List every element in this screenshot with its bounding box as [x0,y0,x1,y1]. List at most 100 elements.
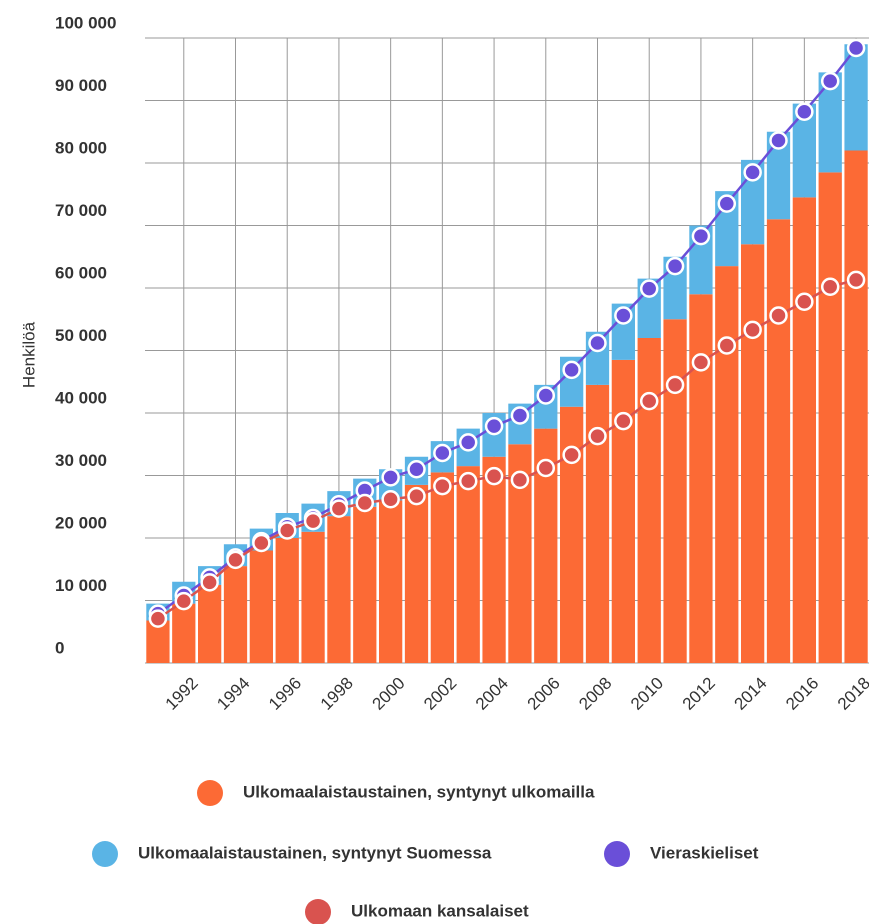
point [484,466,504,486]
point [226,550,245,570]
point [458,433,478,452]
point [433,443,452,463]
point [381,490,400,509]
point [639,391,659,411]
point [665,256,685,276]
point [484,416,504,436]
bar [637,338,661,663]
point [743,163,762,182]
x-tick-label: 1998 [317,674,357,714]
bar [482,456,506,663]
bar [327,516,351,663]
point [355,493,375,513]
bar [741,244,765,663]
y-tick-label: 30 000 [55,451,107,470]
bar [223,566,248,663]
x-tick-label: 2016 [782,674,822,714]
bar [689,294,713,663]
bar [353,506,377,663]
legend-label: Vieraskieliset [650,843,759,862]
x-tick-label: 1992 [162,674,202,714]
bar [818,72,842,173]
plot [145,37,869,664]
x-tick-label: 2018 [834,674,869,714]
point [639,279,659,298]
x-tick-label: 2006 [524,674,564,714]
point [769,306,788,325]
point [174,591,194,611]
point [536,458,556,478]
point [458,471,478,491]
bar [663,319,687,663]
x-tick-label: 2012 [679,674,719,714]
bar [146,620,170,663]
point [717,194,737,213]
point [588,333,607,353]
point [303,511,323,531]
y-tick-label: 60 000 [55,263,107,282]
bar [585,384,610,663]
point [510,406,530,425]
point [433,476,452,496]
bar [818,172,842,663]
point [200,573,219,592]
x-tick-label: 2014 [730,674,770,714]
x-tick-label: 2000 [368,674,408,714]
y-tick-label: 10 000 [55,576,107,595]
bar [844,44,868,151]
bar [611,359,635,663]
bar [508,444,532,663]
bar [456,466,480,663]
point [252,533,271,553]
bar [766,219,791,663]
point [665,375,685,395]
point [769,131,788,150]
bar [275,538,299,663]
bar [301,531,325,663]
y-axis-label: Henkilöä [19,321,38,388]
bar [792,197,816,663]
point [536,386,556,405]
point [820,277,840,296]
point [717,336,737,355]
point [691,226,711,246]
point [329,499,349,518]
line [157,278,857,620]
bar [198,584,222,663]
y-tick-label: 40 000 [55,388,107,407]
y-tick-label: 0 [55,638,64,657]
x-tick-label: 2010 [627,674,667,714]
line [157,47,858,615]
bar [379,500,403,663]
legend-label: Ulkomaalaistaustainen, syntynyt Suomessa [138,843,492,862]
legend-marker [604,841,630,867]
point [846,38,866,58]
point [795,292,814,311]
legend-marker [197,780,223,806]
point [614,306,633,325]
point [381,468,400,487]
point [614,411,633,431]
bar [560,406,584,663]
point [743,320,762,340]
point [795,102,814,121]
y-tick-label: 20 000 [55,513,107,532]
point [562,445,581,465]
y-tick-label: 70 000 [55,201,107,220]
legend-marker [305,899,331,924]
y-tick-label: 50 000 [55,326,107,345]
bar [404,484,429,663]
point [148,609,168,628]
y-tick-label: 80 000 [55,138,107,157]
bar [792,103,816,198]
x-tick-label: 1996 [265,674,305,714]
bar [172,603,196,663]
bar [766,131,791,220]
point [820,71,840,91]
x-tick-label: 2004 [472,674,512,714]
point [588,426,607,446]
legend-label: Ulkomaan kansalaiset [351,901,529,920]
bar [249,550,273,663]
point [277,521,297,540]
